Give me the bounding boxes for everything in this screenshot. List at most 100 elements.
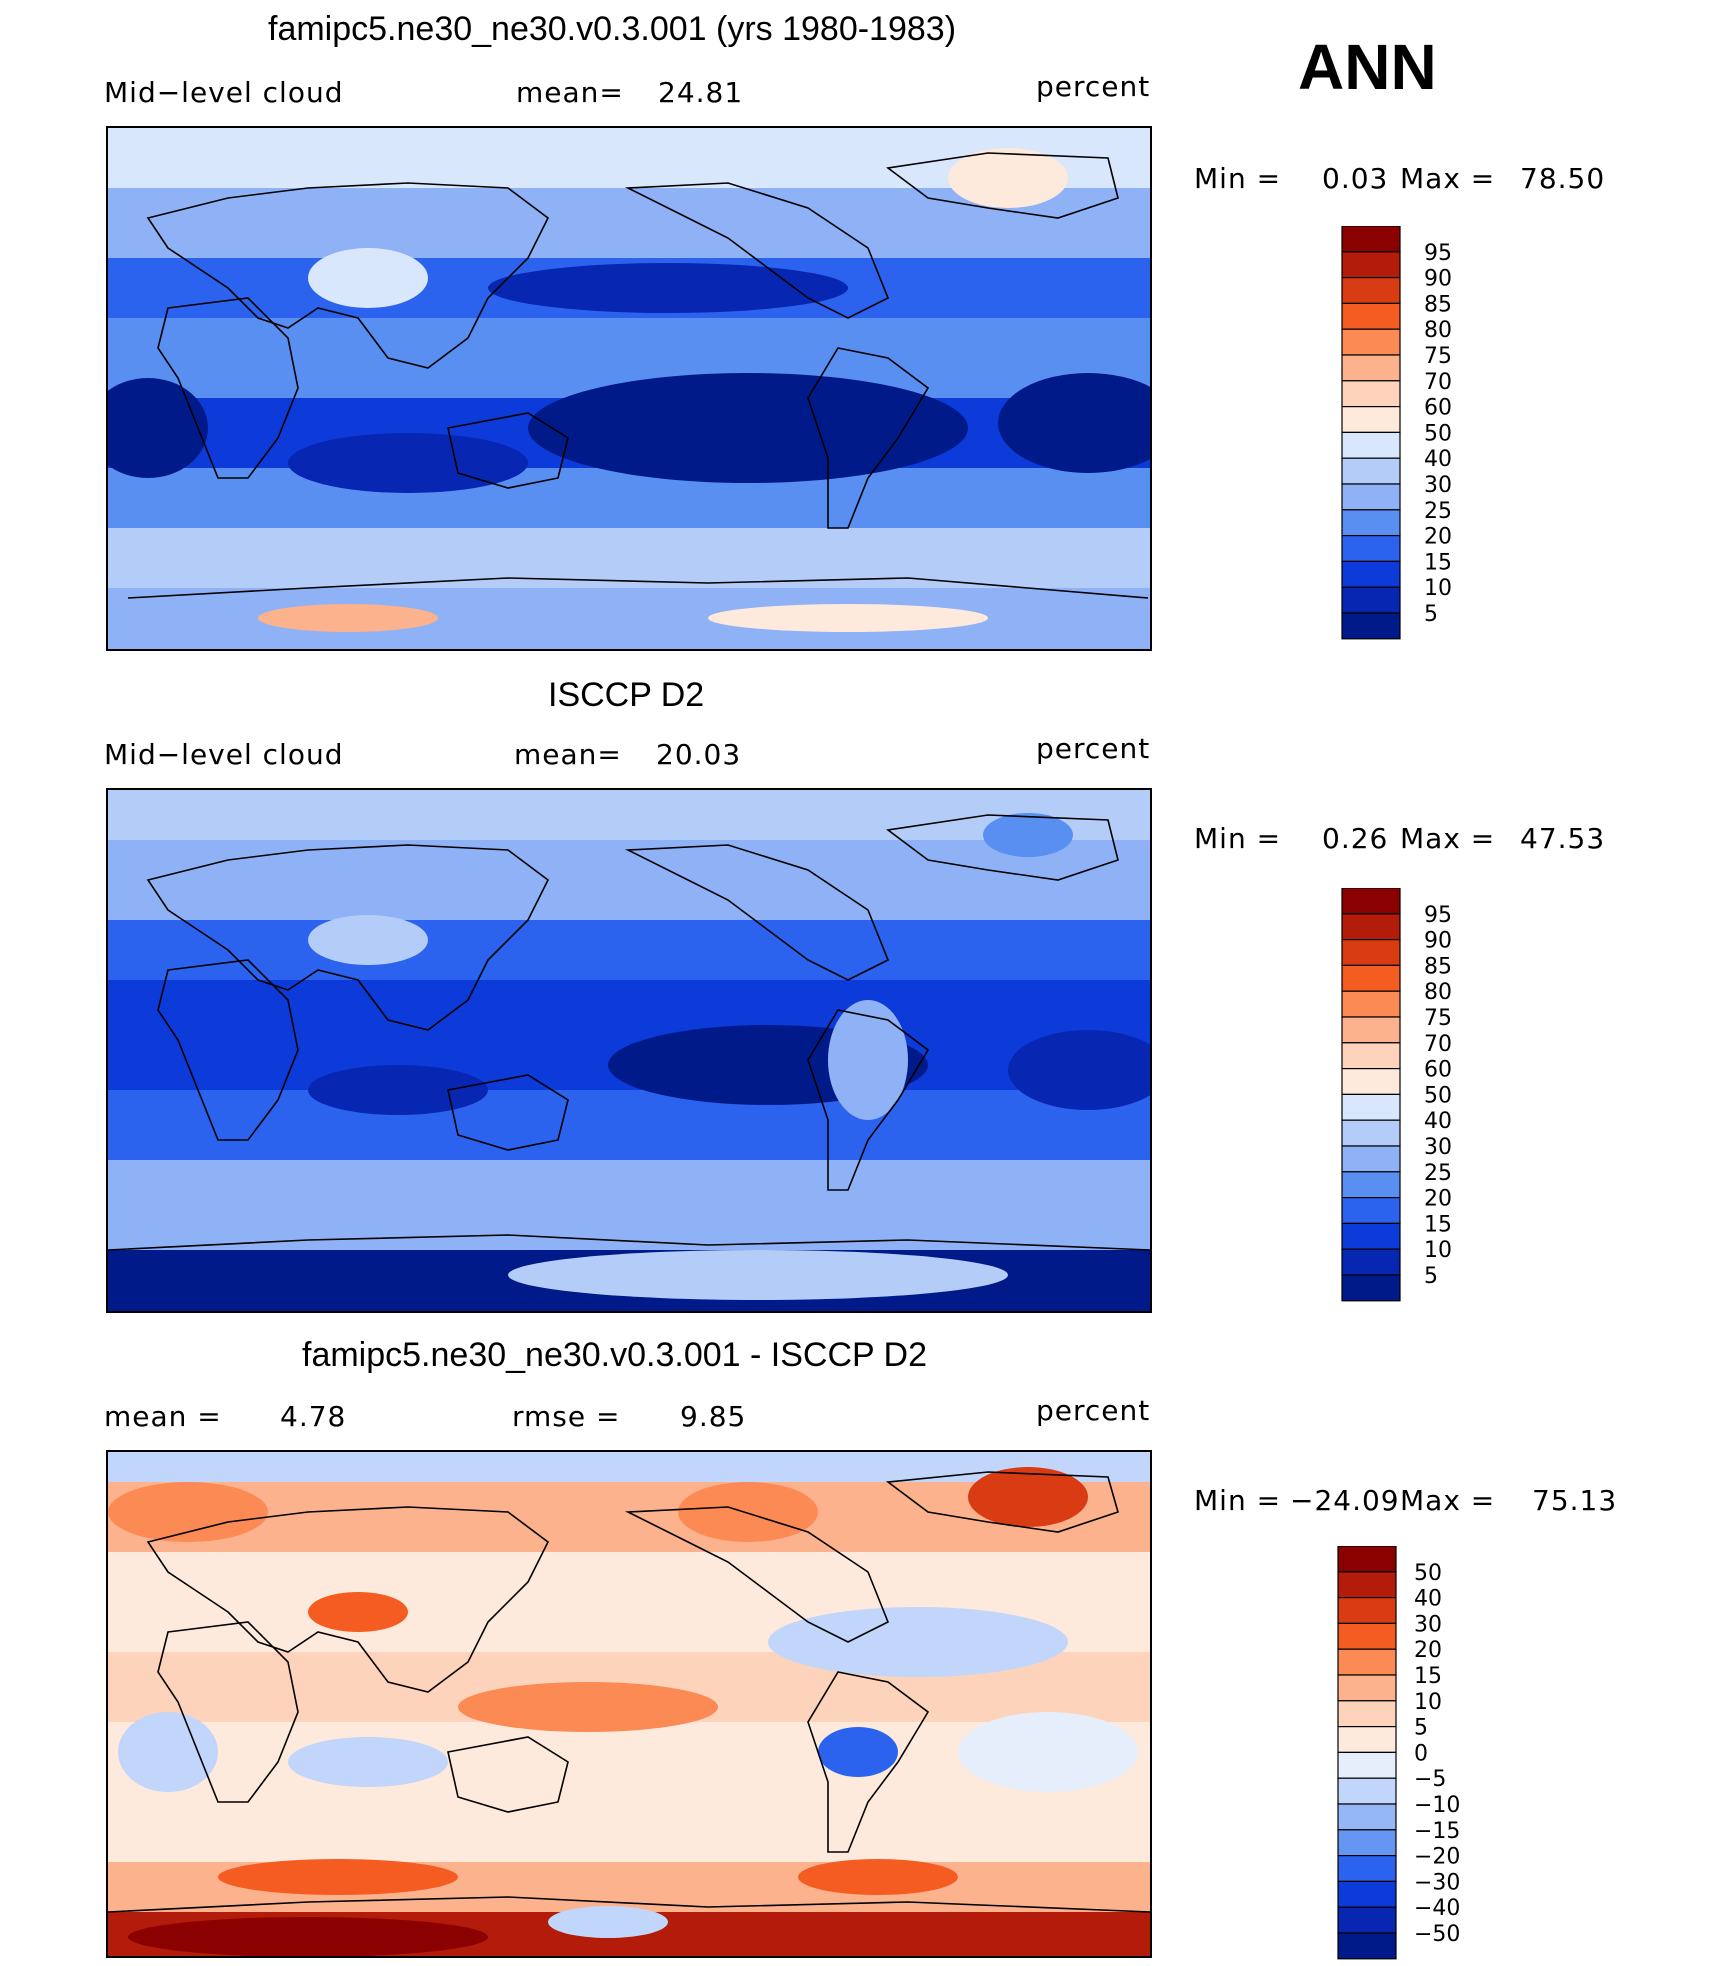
panel2-variable-label: Mid−level cloud: [104, 738, 344, 771]
colorbar-tick-label: 50: [1414, 1561, 1442, 1586]
colorbar-tick-label: 10: [1424, 1238, 1452, 1263]
colorbar-tick-label: −5: [1414, 1767, 1446, 1792]
panel3-max-value: 75.13: [1532, 1484, 1618, 1517]
colorbar-swatch: [1337, 1803, 1397, 1831]
panel3-rmse-label: rmse =: [512, 1400, 621, 1433]
colorbar-tick-label: 30: [1424, 1135, 1452, 1160]
colorbar-swatch: [1341, 328, 1401, 356]
colorbar-tick-label: −10: [1414, 1793, 1460, 1818]
colorbar-tick-label: −20: [1414, 1845, 1460, 1870]
colorbar-tick-label: 20: [1424, 525, 1452, 550]
colorbar-tick-label: 30: [1424, 473, 1452, 498]
colorbar-tick-label: 20: [1414, 1638, 1442, 1663]
colorbar-swatch: [1341, 1274, 1401, 1302]
colorbar-tick-label: 60: [1424, 1058, 1452, 1083]
panel2-max-label: Max =: [1400, 822, 1496, 855]
colorbar-tick-label: 70: [1424, 1032, 1452, 1057]
colorbar-swatch: [1341, 560, 1401, 588]
panel2-map-field: [108, 790, 1150, 1311]
colorbar-swatch: [1337, 1932, 1397, 1960]
season-label: ANN: [1298, 31, 1437, 103]
colorbar-tick-label: 95: [1424, 903, 1452, 928]
colorbar-swatch: [1341, 1171, 1401, 1199]
panel3-map: [106, 1450, 1152, 1958]
colorbar-swatch: [1341, 964, 1401, 992]
colorbar-swatch: [1341, 406, 1401, 434]
colorbar-swatch: [1341, 251, 1401, 279]
colorbar-tick-label: 40: [1414, 1587, 1442, 1612]
panel2-min-label: Min =: [1194, 822, 1282, 855]
colorbar-swatch: [1337, 1571, 1397, 1599]
panel2-units: percent: [1036, 732, 1151, 765]
colorbar-swatch: [1341, 586, 1401, 614]
colorbar-swatch: [1341, 302, 1401, 330]
colorbar-swatch: [1337, 1648, 1397, 1676]
colorbar-tick-label: 40: [1424, 447, 1452, 472]
colorbar-tick-label: 5: [1424, 602, 1438, 627]
panel1-units: percent: [1036, 70, 1151, 103]
panel1-min-label: Min =: [1194, 162, 1282, 195]
colorbar-swatch: [1341, 380, 1401, 408]
colorbar-swatch: [1341, 226, 1401, 253]
colorbar-tick-label: 15: [1424, 1212, 1452, 1237]
colorbar-swatch: [1341, 457, 1401, 485]
colorbar-tick-label: 10: [1414, 1690, 1442, 1715]
colorbar-tick-label: 25: [1424, 1161, 1452, 1186]
colorbar-swatch: [1337, 1674, 1397, 1702]
panel3-max-label: Max =: [1400, 1484, 1496, 1517]
colorbar-tick-label: 30: [1414, 1612, 1442, 1637]
panel1-min-value: 0.03: [1322, 162, 1389, 195]
panel3-map-field: [108, 1452, 1150, 1956]
colorbar-swatch: [1341, 535, 1401, 563]
colorbar-swatch: [1337, 1596, 1397, 1624]
colorbar-tick-label: 70: [1424, 370, 1452, 395]
panel1-variable-label: Mid−level cloud: [104, 76, 344, 109]
panel3-mean-label: mean =: [104, 1400, 222, 1433]
colorbar-swatch: [1337, 1622, 1397, 1650]
colorbar-swatch: [1337, 1906, 1397, 1934]
colorbar-swatch: [1337, 1777, 1397, 1805]
panel3-mean-value: 4.78: [280, 1400, 347, 1433]
colorbar-tick-label: −50: [1414, 1922, 1460, 1947]
colorbar-swatch: [1341, 1119, 1401, 1147]
panel1-mean-label: mean=: [516, 76, 624, 109]
colorbar-swatch: [1341, 431, 1401, 459]
colorbar-tick-label: 15: [1414, 1664, 1442, 1689]
colorbar-tick-label: 15: [1424, 550, 1452, 575]
panel2-max-value: 47.53: [1520, 822, 1606, 855]
colorbar-swatch: [1337, 1700, 1397, 1728]
colorbar-tick-label: 75: [1424, 344, 1452, 369]
colorbar-swatch: [1341, 354, 1401, 382]
colorbar-tick-label: 0: [1414, 1741, 1428, 1766]
colorbar-tick-label: 50: [1424, 1083, 1452, 1108]
colorbar-swatch: [1341, 1145, 1401, 1173]
colorbar-tick-label: 95: [1424, 241, 1452, 266]
panel3-units: percent: [1036, 1394, 1151, 1427]
colorbar-tick-label: 5: [1424, 1264, 1438, 1289]
panel2-map: [106, 788, 1152, 1313]
colorbar-tick-label: 85: [1424, 292, 1452, 317]
colorbar-swatch: [1337, 1829, 1397, 1857]
colorbar-tick-label: 80: [1424, 980, 1452, 1005]
colorbar-tick-label: −30: [1414, 1870, 1460, 1895]
panel2-mean-label: mean=: [514, 738, 622, 771]
colorbar-tick-label: 75: [1424, 1006, 1452, 1031]
panel1-max-label: Max =: [1400, 162, 1496, 195]
colorbar-swatch: [1341, 612, 1401, 640]
panel2-mean-value: 20.03: [656, 738, 742, 771]
colorbar-tick-label: 80: [1424, 318, 1452, 343]
colorbar-tick-label: 85: [1424, 954, 1452, 979]
colorbar-swatch: [1337, 1546, 1397, 1573]
colorbar-tick-label: 40: [1424, 1109, 1452, 1134]
colorbar-swatch: [1341, 913, 1401, 941]
panel1-title: famipc5.ne30_ne30.v0.3.001 (yrs 1980-198…: [268, 10, 957, 48]
colorbar-tick-label: 25: [1424, 499, 1452, 524]
colorbar-swatch: [1341, 1016, 1401, 1044]
colorbar-swatch: [1341, 276, 1401, 304]
panel3-title: famipc5.ne30_ne30.v0.3.001 - ISCCP D2: [302, 1336, 927, 1374]
colorbar-swatch: [1341, 1197, 1401, 1225]
colorbar-swatch: [1341, 1248, 1401, 1276]
